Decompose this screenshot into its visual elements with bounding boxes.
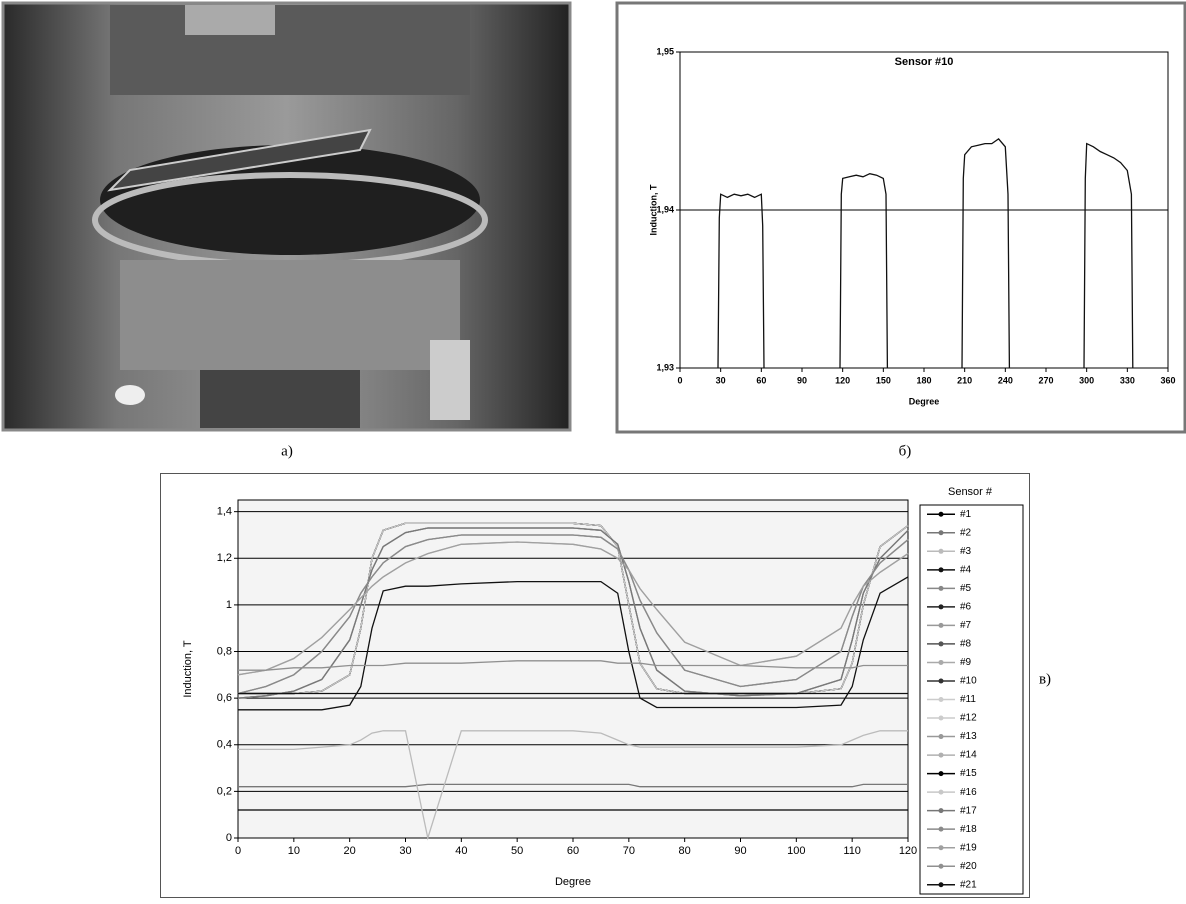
legend-marker <box>938 622 944 628</box>
legend-marker <box>938 548 944 554</box>
data-line <box>238 522 909 695</box>
legend-label: #16 <box>960 787 977 798</box>
caption: в) <box>1039 671 1051 687</box>
y-tick-label: 1,95 <box>656 46 674 56</box>
x-tick-label: 30 <box>399 845 411 857</box>
data-line <box>238 576 909 711</box>
x-tick-label: 210 <box>957 375 972 385</box>
legend-label: #19 <box>960 842 977 853</box>
legend-label: #2 <box>960 527 972 538</box>
legend-label: #17 <box>960 805 977 816</box>
y-tick-label: 0 <box>226 832 232 844</box>
legend-marker <box>938 734 944 740</box>
x-tick-label: 40 <box>455 845 467 857</box>
legend-label: #10 <box>960 676 977 687</box>
y-tick-label: 1,94 <box>656 204 674 214</box>
legend-marker <box>938 585 944 591</box>
legend-label: #8 <box>960 639 972 650</box>
legend-label: #18 <box>960 824 977 835</box>
x-axis-label: Degree <box>909 396 940 406</box>
x-tick-label: 110 <box>843 845 861 857</box>
x-tick-label: 60 <box>756 375 766 385</box>
data-line <box>237 541 909 676</box>
legend-label: #20 <box>960 861 977 872</box>
x-tick-label: 0 <box>677 375 682 385</box>
legend-marker <box>938 715 944 721</box>
x-tick-label: 150 <box>876 375 891 385</box>
x-tick-label: 80 <box>679 845 691 857</box>
legend-marker <box>938 678 944 684</box>
legend-marker <box>938 604 944 610</box>
legend-label: #12 <box>960 713 977 724</box>
data-line <box>717 138 1134 369</box>
legend-title: Sensor # <box>948 486 993 498</box>
legend-label: #1 <box>960 509 972 520</box>
x-axis-label: Degree <box>555 876 591 888</box>
legend-label: #21 <box>960 879 977 890</box>
x-tick-label: 10 <box>288 845 300 857</box>
x-tick-label: 180 <box>916 375 931 385</box>
data-line <box>238 730 908 841</box>
legend-label: #6 <box>960 602 972 613</box>
data-line <box>237 534 909 695</box>
x-tick-label: 20 <box>344 845 356 857</box>
x-tick-label: 0 <box>235 845 241 857</box>
y-axis-label: Induction, T <box>182 640 194 698</box>
legend-marker <box>938 845 944 851</box>
legend-marker <box>938 882 944 888</box>
x-tick-label: 330 <box>1120 375 1135 385</box>
legend-marker <box>938 863 944 869</box>
x-tick-label: 100 <box>787 845 805 857</box>
x-tick-label: 120 <box>835 375 850 385</box>
y-tick-label: 1 <box>226 599 232 611</box>
chart-title: Sensor #10 <box>895 56 954 68</box>
x-tick-label: 70 <box>623 845 635 857</box>
legend-label: #11 <box>960 694 976 705</box>
legend-label: #13 <box>960 731 977 742</box>
y-tick-label: 0,2 <box>217 785 232 797</box>
x-tick-label: 240 <box>998 375 1013 385</box>
legend-label: #14 <box>960 750 977 761</box>
legend-marker <box>938 641 944 647</box>
y-tick-label: 1,93 <box>656 362 674 372</box>
x-tick-label: 360 <box>1160 375 1175 385</box>
y-axis-label: Induction, T <box>648 184 658 235</box>
legend-marker <box>938 771 944 777</box>
legend-marker <box>938 752 944 758</box>
x-tick-label: 120 <box>899 845 917 857</box>
x-tick-label: 270 <box>1038 375 1053 385</box>
legend-label: #9 <box>960 657 972 668</box>
y-tick-label: 0,6 <box>217 692 232 704</box>
y-tick-label: 1,2 <box>217 552 232 564</box>
legend-label: #4 <box>960 564 972 575</box>
legend-marker <box>938 659 944 665</box>
legend-label: #5 <box>960 583 972 594</box>
legend-marker <box>938 697 944 702</box>
photo <box>1 1 572 432</box>
legend-marker <box>938 789 944 795</box>
legend-label: #15 <box>960 768 977 779</box>
x-tick-label: 30 <box>716 375 726 385</box>
x-tick-label: 60 <box>567 845 579 857</box>
y-tick-label: 0,8 <box>217 645 232 657</box>
caption: а) <box>281 443 293 459</box>
legend-marker <box>938 511 944 517</box>
legend-marker <box>938 808 944 814</box>
legend-marker <box>938 826 944 832</box>
caption: б) <box>899 443 912 459</box>
data-line <box>238 783 908 788</box>
legend-label: #7 <box>960 620 972 631</box>
x-tick-label: 90 <box>734 845 746 857</box>
y-tick-label: 1,4 <box>217 506 232 518</box>
x-tick-label: 90 <box>797 375 807 385</box>
legend-marker <box>938 530 944 536</box>
data-line <box>237 527 909 699</box>
data-line <box>238 660 908 671</box>
legend-label: #3 <box>960 546 972 557</box>
x-tick-label: 50 <box>511 845 523 857</box>
legend-marker <box>938 567 944 573</box>
x-tick-label: 300 <box>1079 375 1094 385</box>
y-tick-label: 0,4 <box>217 739 232 751</box>
